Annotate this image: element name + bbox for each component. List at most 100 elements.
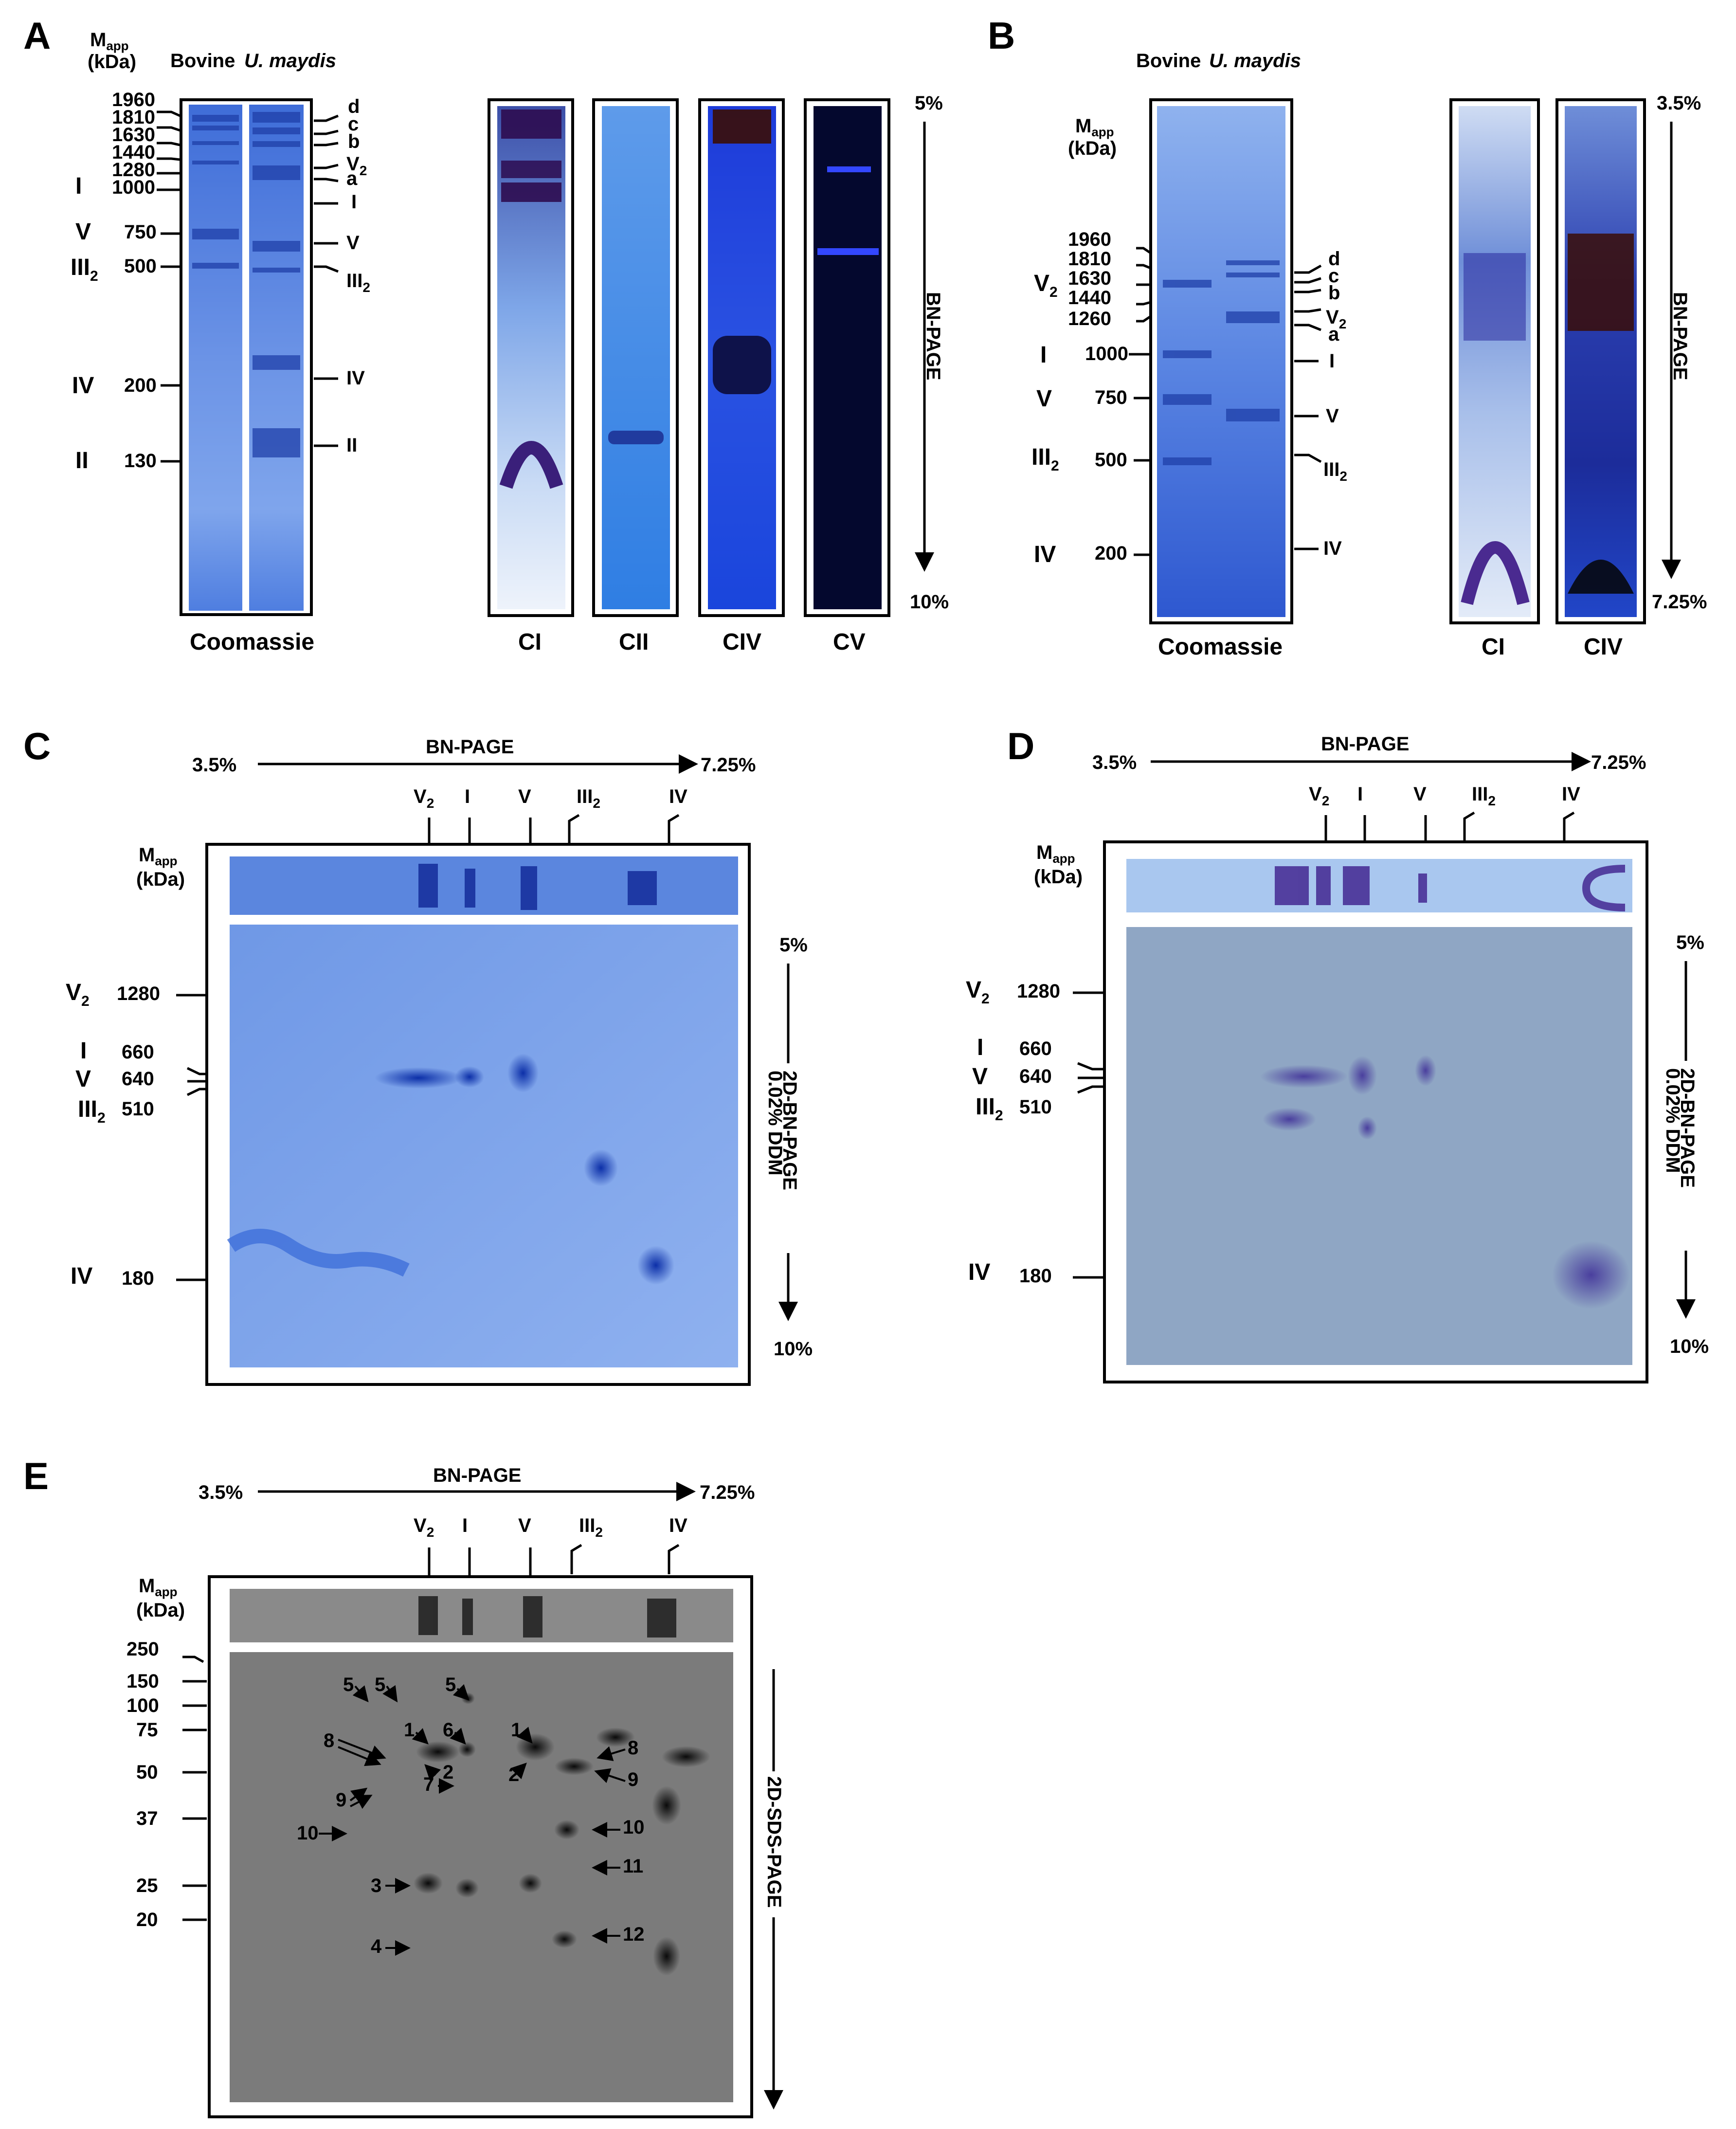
svg-text:10: 10 bbox=[297, 1822, 319, 1844]
panel-e-marker-ticks bbox=[182, 1656, 207, 1921]
svg-text:I: I bbox=[80, 1038, 87, 1064]
svg-text:CI: CI bbox=[1482, 634, 1505, 660]
svg-text:(kDa): (kDa) bbox=[136, 1600, 185, 1621]
svg-text:CIV: CIV bbox=[1584, 634, 1623, 660]
bovine-lane bbox=[189, 105, 242, 611]
panel-c-left-ticks bbox=[176, 994, 207, 1281]
svg-text:V2: V2 bbox=[1034, 271, 1058, 300]
svg-text:12: 12 bbox=[623, 1924, 645, 1945]
svg-text:d: d bbox=[1328, 248, 1340, 270]
panel-d-spots bbox=[1260, 1055, 1630, 1309]
panel-b: B Bovine U. maydis Mapp (kDa) 1960 1810 … bbox=[988, 14, 1707, 660]
svg-text:III2: III2 bbox=[71, 255, 98, 284]
panel-d-left-complexes: V2 I V III2 IV bbox=[966, 977, 1003, 1285]
coomassie-bands bbox=[1163, 260, 1280, 465]
panel-d-top-complexes: V2 I V III2 IV bbox=[1309, 783, 1580, 808]
svg-text:660: 660 bbox=[1019, 1038, 1052, 1059]
lane-bovine-label: Bovine bbox=[1136, 50, 1201, 72]
svg-text:V2: V2 bbox=[66, 980, 90, 1009]
ci-bands bbox=[499, 109, 563, 489]
panel-c-left-complexes: V2 I V III2 IV bbox=[66, 980, 106, 1289]
svg-text:8: 8 bbox=[628, 1737, 638, 1759]
svg-text:Mapp: Mapp bbox=[139, 1575, 178, 1599]
mapp-label: Mapp bbox=[90, 29, 129, 53]
ci-lane bbox=[497, 106, 565, 609]
svg-text:6: 6 bbox=[443, 1719, 453, 1741]
panel-e-top-ticks bbox=[428, 1544, 680, 1577]
panel-c-mapp: Mapp (kDa) bbox=[136, 844, 185, 890]
svg-text:180: 180 bbox=[122, 1268, 154, 1289]
svg-text:III2: III2 bbox=[1472, 783, 1496, 808]
svg-text:III2: III2 bbox=[579, 1515, 603, 1540]
label-gap bbox=[764, 1771, 783, 1917]
svg-text:b: b bbox=[1328, 282, 1340, 304]
svg-text:Mapp: Mapp bbox=[139, 844, 178, 868]
panel-c-strip-bands bbox=[418, 864, 657, 910]
svg-text:V2: V2 bbox=[966, 977, 990, 1007]
svg-text:1000: 1000 bbox=[1085, 343, 1128, 364]
svg-text:CII: CII bbox=[619, 629, 649, 655]
svg-text:V: V bbox=[1326, 405, 1339, 427]
svg-text:9: 9 bbox=[336, 1789, 346, 1811]
panel-e-mapp: Mapp (kDa) bbox=[136, 1575, 185, 1621]
svg-text:V2: V2 bbox=[1326, 307, 1346, 331]
svg-text:V2: V2 bbox=[1309, 783, 1329, 808]
sds-label: 2D-SDS-PAGE bbox=[763, 1776, 785, 1908]
svg-text:II: II bbox=[346, 435, 357, 456]
svg-text:500: 500 bbox=[1095, 449, 1127, 471]
panel-a: A Mapp (kDa) Bovine U. maydis 1960 1810 … bbox=[23, 14, 949, 655]
coomassie-label: Coomassie bbox=[190, 629, 314, 655]
svg-text:I: I bbox=[75, 173, 82, 199]
svg-text:250: 250 bbox=[127, 1638, 159, 1660]
svg-text:CI: CI bbox=[518, 629, 542, 655]
svg-text:II: II bbox=[75, 448, 89, 473]
svg-text:IV: IV bbox=[669, 1515, 687, 1536]
svg-text:IV: IV bbox=[346, 367, 365, 389]
panel-c-left-values: 1280 660 640 510 180 bbox=[117, 983, 160, 1289]
panel-e: E 3.5% 7.25% BN-PAGE V2 I V III2 IV bbox=[23, 1455, 785, 2118]
svg-text:III2: III2 bbox=[1323, 459, 1347, 484]
cv-lane bbox=[814, 106, 882, 609]
panel-d-left-ticks bbox=[1073, 991, 1104, 1279]
coomassie-label: Coomassie bbox=[1158, 634, 1283, 660]
panel-a-left-complexes: I V III2 IV II bbox=[71, 173, 98, 473]
svg-text:200: 200 bbox=[1095, 543, 1127, 564]
panel-d-first-dim-strip bbox=[1126, 859, 1632, 912]
svg-text:130: 130 bbox=[124, 450, 157, 472]
gradient-top: 5% bbox=[779, 934, 808, 956]
svg-text:2: 2 bbox=[443, 1762, 453, 1783]
gradient-bottom: 10% bbox=[910, 591, 949, 613]
panel-d-2d-gel bbox=[1126, 927, 1632, 1365]
svg-text:V: V bbox=[1036, 386, 1052, 412]
svg-text:1: 1 bbox=[511, 1719, 522, 1741]
svg-text:b: b bbox=[348, 131, 360, 152]
mapp-label: Mapp bbox=[1075, 115, 1114, 139]
panel-e-strip-bands bbox=[418, 1596, 676, 1638]
svg-text:150: 150 bbox=[127, 1671, 159, 1692]
svg-text:1260: 1260 bbox=[1068, 308, 1111, 329]
gradient-bottom: 10% bbox=[774, 1338, 813, 1360]
panel-a-right-ticks bbox=[314, 114, 339, 447]
civ-bands bbox=[1568, 234, 1634, 594]
svg-text:a: a bbox=[1328, 324, 1339, 345]
bn-left: 3.5% bbox=[1092, 752, 1137, 773]
svg-text:V2: V2 bbox=[414, 1515, 434, 1540]
svg-text:510: 510 bbox=[122, 1098, 154, 1120]
svg-text:8: 8 bbox=[324, 1730, 334, 1751]
svg-text:1630: 1630 bbox=[1068, 268, 1111, 289]
svg-text:IV: IV bbox=[968, 1259, 990, 1285]
gradient-top: 3.5% bbox=[1657, 92, 1701, 114]
panel-d-mapp: Mapp (kDa) bbox=[1034, 842, 1083, 888]
svg-text:1960: 1960 bbox=[112, 89, 155, 110]
svg-text:III2: III2 bbox=[78, 1096, 106, 1126]
panel-a-right-labels: d c b V2 a I V III2 IV II bbox=[346, 96, 370, 456]
bn-label: BN-PAGE bbox=[1321, 733, 1409, 755]
gradient-top: 5% bbox=[915, 92, 943, 114]
panel-d-label: D bbox=[1007, 725, 1034, 767]
vertical-label-2: 0.02% DDM bbox=[1662, 1068, 1683, 1173]
svg-text:CIV: CIV bbox=[723, 629, 761, 655]
bn-page-label: BN-PAGE bbox=[1669, 292, 1691, 380]
svg-text:1: 1 bbox=[404, 1719, 415, 1741]
svg-text:V: V bbox=[972, 1064, 988, 1090]
